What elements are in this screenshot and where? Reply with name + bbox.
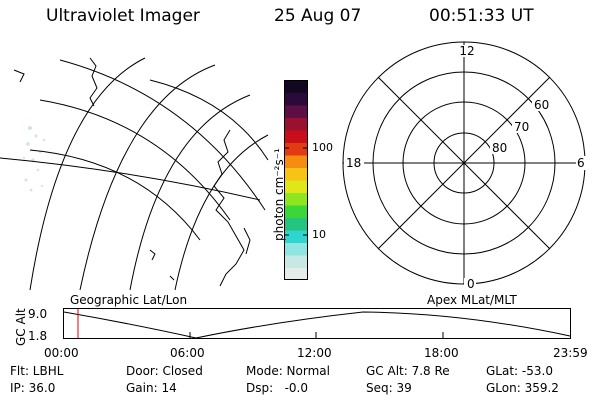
colorbar-swatch: [284, 180, 308, 193]
colorbar-swatch: [284, 155, 308, 168]
orbit-axis-label: GC Alt: [14, 308, 28, 346]
colorbar-swatch: [284, 192, 308, 206]
mlt-12-label: 12: [459, 44, 474, 58]
colorbar-swatch: [284, 205, 308, 218]
lat-70-label: 70: [514, 120, 529, 134]
colorbar-swatch: [284, 117, 308, 131]
orbit-x-tick-3: 18:00: [424, 346, 459, 360]
colorbar-swatch: [284, 130, 308, 143]
glon-info: GLon: 359.2: [486, 381, 559, 395]
geographic-map: [0, 57, 269, 290]
lat-80-label: 80: [492, 141, 507, 155]
mlt-18-label: 18: [346, 156, 361, 170]
latitude-circles: [29, 59, 269, 241]
colorbar-swatch: [284, 167, 308, 181]
colorbar-swatch: [284, 217, 308, 231]
orbit-altitude-plot: [63, 308, 571, 339]
colorbar-swatch: [284, 255, 308, 268]
time-label: 00:51:33 UT: [429, 6, 534, 26]
seq-info: Seq: 39: [366, 381, 412, 395]
colorbar-swatch: [284, 230, 308, 243]
mlt-6-label: 6: [577, 156, 585, 170]
colorbar-swatch: [284, 242, 308, 256]
date-label: 25 Aug 07: [274, 6, 362, 26]
colorbar-swatch: [284, 105, 308, 118]
apex-label: Apex MLat/MLT: [427, 293, 517, 307]
colorbar-swatch: [284, 92, 308, 106]
colorbar-swatch: [284, 80, 308, 93]
coastlines: [13, 57, 251, 287]
mode-info: Mode: Normal: [246, 364, 330, 378]
door-info: Door: Closed: [126, 364, 203, 378]
colorbar-unit-label: photon cm⁻²s⁻¹: [272, 148, 286, 241]
mlt-0-label: 0: [467, 277, 475, 291]
orbit-altitude-curve: [63, 311, 571, 339]
filter-info: Flt: LBHL: [10, 364, 64, 378]
polar-plot: 12 18 6 0 60 70 80: [342, 41, 588, 291]
ip-info: IP: 36.0: [10, 381, 56, 395]
orbit-y-bottom: 1.8: [28, 329, 48, 343]
aurora-speckle: [22, 126, 46, 192]
geographic-label: Geographic Lat/Lon: [70, 293, 188, 307]
orbit-x-tick-2: 12:00: [297, 346, 332, 360]
colorbar-swatch: [284, 267, 308, 280]
orbit-x-tick-4: 23:59: [553, 346, 588, 360]
colorbar-tick-10: 10: [312, 228, 326, 241]
dsp-info: Dsp: -0.0: [246, 381, 309, 395]
glat-info: GLat: -53.0: [486, 364, 553, 378]
lat-60-label: 60: [534, 98, 549, 112]
meridian-lines: [0, 57, 269, 290]
gain-info: Gain: 14: [126, 381, 177, 395]
gc-alt-info: GC Alt: 7.8 Re: [366, 364, 450, 378]
colorbar: [284, 80, 308, 280]
orbit-y-top: 9.0: [28, 307, 48, 321]
colorbar-swatch: [284, 142, 308, 156]
colorbar-tick-100: 100: [312, 141, 333, 154]
instrument-title: Ultraviolet Imager: [46, 6, 200, 26]
orbit-x-tick-0: 00:00: [44, 346, 79, 360]
orbit-x-tick-1: 06:00: [170, 346, 205, 360]
